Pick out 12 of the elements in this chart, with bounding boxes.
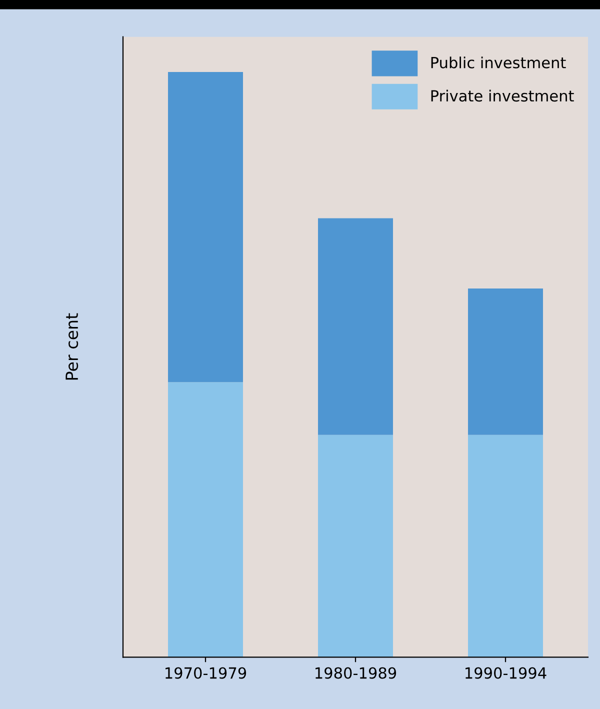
bar <box>468 288 543 435</box>
x-tick-label: 1990-1994 <box>466 667 546 679</box>
x-tick-label: 1980-1989 <box>316 667 396 679</box>
bar <box>318 218 393 435</box>
bar <box>318 434 393 658</box>
x-tick-label: 1970-1979 <box>166 667 246 679</box>
bar <box>168 382 243 658</box>
legend-label: Private investment <box>431 90 574 102</box>
y-axis-title: Per cent <box>66 313 78 380</box>
bar <box>468 434 543 658</box>
legend-label: Public investment <box>431 56 566 68</box>
bar <box>168 72 243 382</box>
